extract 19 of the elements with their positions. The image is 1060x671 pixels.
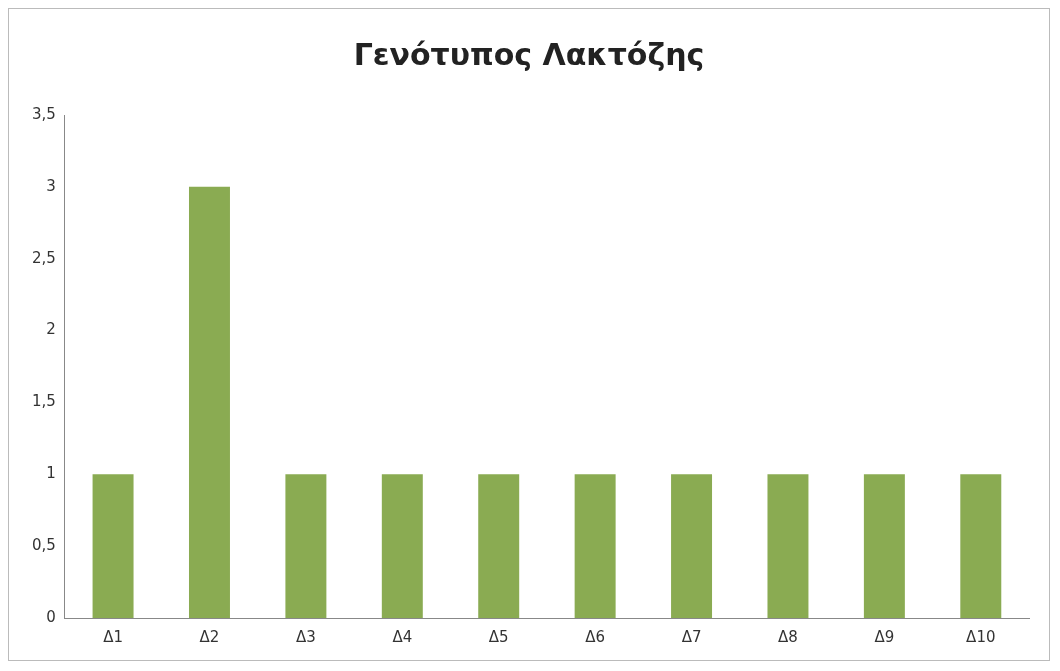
x-tick-label: Δ2 — [199, 627, 220, 646]
y-tick-label: 0,5 — [32, 536, 56, 555]
y-tick-label: 2,5 — [32, 248, 56, 267]
x-tick-label: Δ7 — [681, 627, 702, 646]
x-tick-label: Δ3 — [295, 627, 316, 646]
y-tick-label: 1 — [46, 464, 56, 483]
x-tick-label: Δ8 — [778, 627, 798, 646]
y-tick-label: 1,5 — [32, 392, 56, 411]
y-tick-label: 3 — [46, 176, 56, 195]
y-tick-label: 0 — [46, 607, 56, 626]
y-tick-label: 3,5 — [32, 104, 56, 123]
chart-title: Γενότυπος Λακτόζης — [353, 36, 705, 72]
x-tick-label: Δ6 — [585, 627, 606, 646]
x-tick-label: Δ9 — [874, 627, 895, 646]
x-tick-label: Δ1 — [103, 627, 123, 646]
y-tick-label: 2 — [46, 320, 56, 339]
x-tick-label: Δ4 — [392, 627, 413, 646]
x-tick-label: Δ5 — [488, 627, 509, 646]
x-tick-label: Δ10 — [966, 627, 996, 646]
